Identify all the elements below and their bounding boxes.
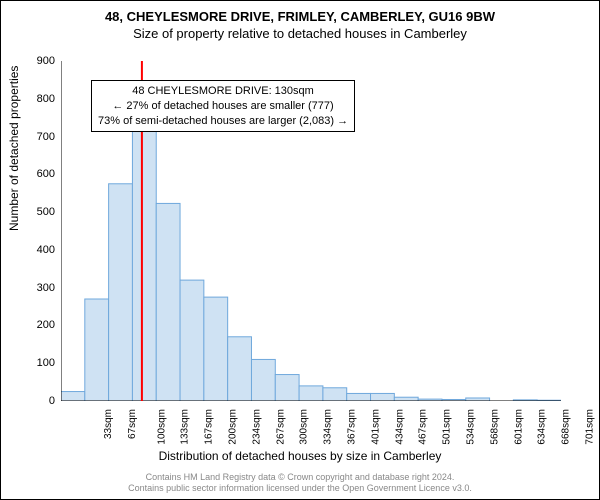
y-axis-label: Number of detached properties [7, 66, 21, 231]
x-tick-label: 534sqm [466, 409, 477, 445]
histogram-bar [156, 203, 180, 401]
histogram-bar [347, 393, 371, 401]
x-tick-label: 634sqm [537, 409, 548, 445]
x-tick-label: 601sqm [513, 409, 524, 445]
histogram-bar [132, 110, 156, 401]
histogram-bar [371, 393, 395, 401]
y-tick-label: 900 [25, 55, 55, 67]
x-tick-label: 668sqm [561, 409, 572, 445]
histogram-bar [228, 337, 252, 401]
annotation-line-1: 48 CHEYLESMORE DRIVE: 130sqm [98, 84, 348, 99]
x-tick-label: 367sqm [347, 409, 358, 445]
x-tick-label: 701sqm [585, 409, 596, 445]
x-tick-label: 133sqm [180, 409, 191, 445]
y-tick-label: 700 [25, 131, 55, 143]
histogram-bar [204, 297, 228, 401]
histogram-bar [85, 299, 109, 401]
y-tick-label: 600 [25, 168, 55, 180]
footer-line-2: Contains public sector information licen… [128, 483, 472, 493]
x-tick-label: 434sqm [394, 409, 405, 445]
x-tick-label: 167sqm [204, 409, 215, 445]
y-tick-label: 200 [25, 319, 55, 331]
histogram-bar [109, 184, 133, 401]
histogram-bar [299, 386, 323, 401]
annotation-box: 48 CHEYLESMORE DRIVE: 130sqm ← 27% of de… [91, 80, 355, 133]
x-tick-label: 234sqm [251, 409, 262, 445]
x-tick-label: 67sqm [127, 409, 138, 439]
histogram-bar [61, 392, 85, 401]
x-tick-label: 300sqm [299, 409, 310, 445]
y-tick-label: 300 [25, 282, 55, 294]
x-tick-label: 568sqm [489, 409, 500, 445]
y-tick-label: 0 [25, 395, 55, 407]
histogram-bar [251, 359, 275, 401]
annotation-line-2: ← 27% of detached houses are smaller (77… [98, 99, 348, 114]
x-tick-label: 401sqm [370, 409, 381, 445]
y-tick-label: 400 [25, 244, 55, 256]
y-tick-label: 100 [25, 357, 55, 369]
x-tick-label: 334sqm [323, 409, 334, 445]
histogram-bar [275, 375, 299, 401]
annotation-line-3: 73% of semi-detached houses are larger (… [98, 114, 348, 129]
x-tick-label: 501sqm [442, 409, 453, 445]
chart-title-sub: Size of property relative to detached ho… [1, 26, 599, 41]
chart-container: 48, CHEYLESMORE DRIVE, FRIMLEY, CAMBERLE… [0, 0, 600, 500]
histogram-bar [180, 280, 204, 401]
chart-area: 0100200300400500600700800900 33sqm67sqm1… [61, 61, 561, 401]
x-tick-label: 33sqm [103, 409, 114, 439]
y-tick-label: 800 [25, 93, 55, 105]
x-tick-label: 100sqm [156, 409, 167, 445]
x-tick-label: 200sqm [228, 409, 239, 445]
chart-title-main: 48, CHEYLESMORE DRIVE, FRIMLEY, CAMBERLE… [1, 9, 599, 24]
x-tick-label: 267sqm [275, 409, 286, 445]
footer-line-1: Contains HM Land Registry data © Crown c… [146, 472, 455, 482]
x-tick-label: 467sqm [418, 409, 429, 445]
x-axis-label: Distribution of detached houses by size … [1, 449, 599, 463]
histogram-bar [323, 388, 347, 401]
footer-attribution: Contains HM Land Registry data © Crown c… [1, 472, 599, 495]
histogram-bar [394, 397, 418, 401]
y-tick-label: 500 [25, 206, 55, 218]
